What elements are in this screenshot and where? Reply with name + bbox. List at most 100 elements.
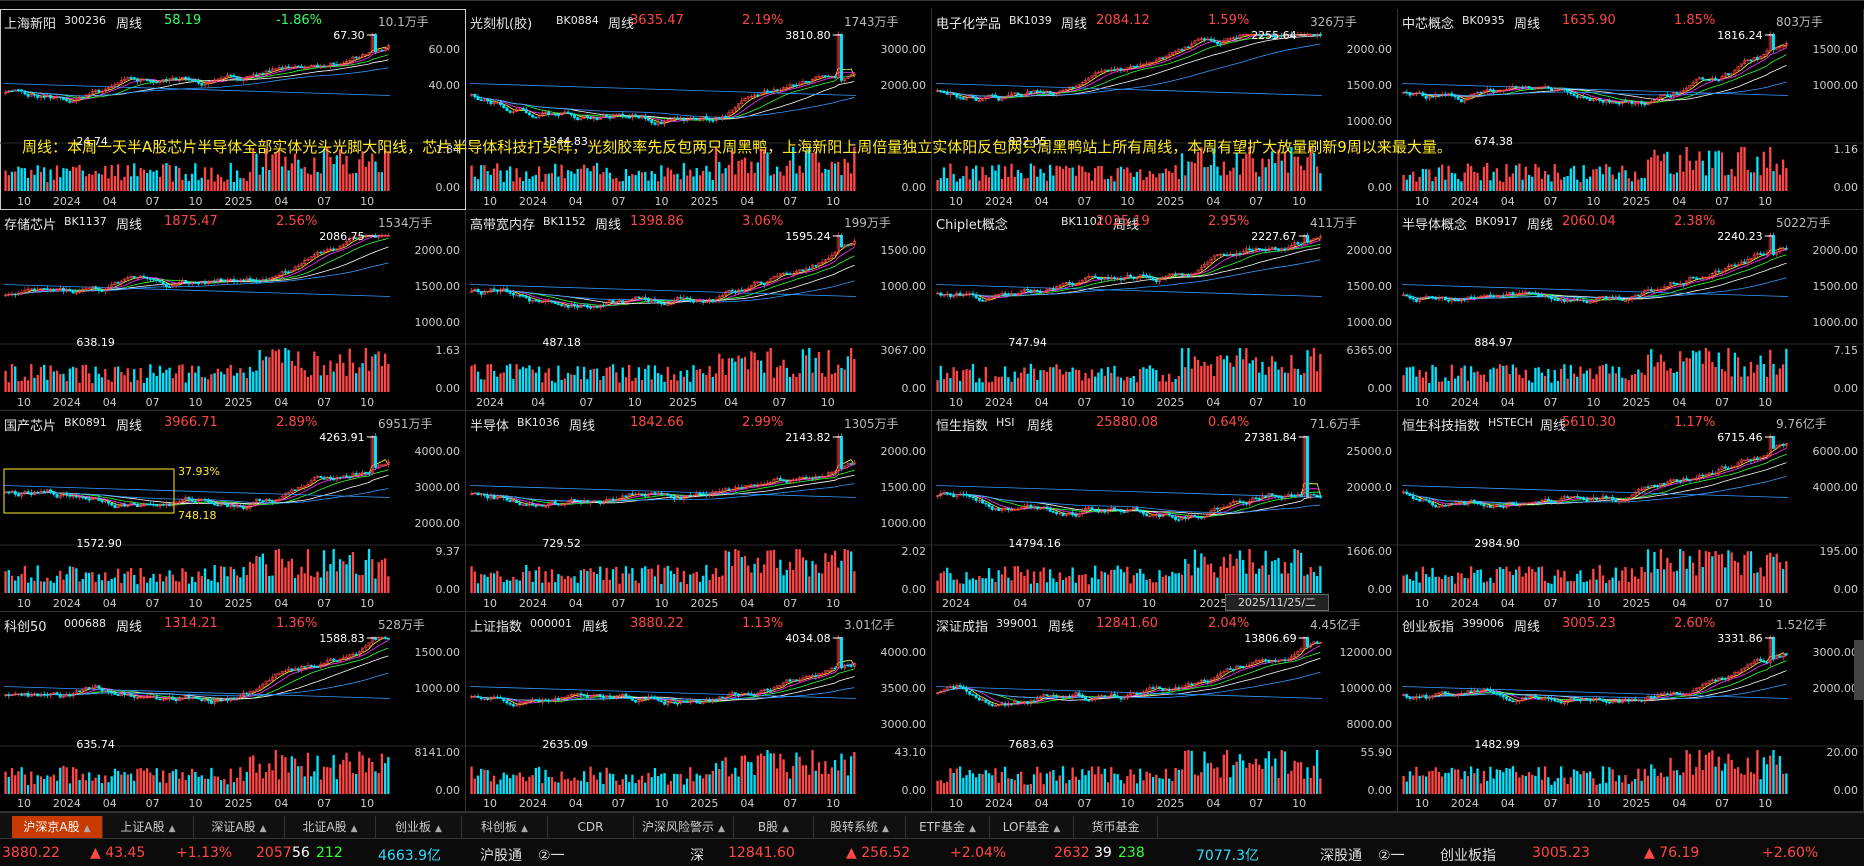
- volume-bar: [1666, 557, 1669, 593]
- volume-bar: [1576, 179, 1579, 191]
- candle-body: [251, 691, 255, 693]
- volume-bar: [1566, 378, 1569, 392]
- chart-panel[interactable]: Chiplet概念 BK1101 周线 2025.19 2.95% 411万手 2227.6…: [932, 210, 1398, 411]
- volume-bar: [772, 377, 776, 392]
- chart-panel[interactable]: 高带宽内存 BK1152 周线 1398.86 3.06% 199万手 1595.24 487…: [466, 210, 932, 411]
- kline-chart[interactable]: 4263.911572.904000.003000.002000.009.370…: [0, 411, 466, 612]
- volume-bar: [483, 165, 486, 191]
- candle-body: [1203, 264, 1206, 268]
- kline-chart[interactable]: 2086.75638.192000.001500.001000.001.630.…: [0, 210, 466, 411]
- candle-body: [1228, 37, 1232, 40]
- candle-body: [1129, 65, 1133, 69]
- candle-body: [1067, 282, 1071, 284]
- volume-bar: [1119, 377, 1123, 392]
- candle-body: [727, 112, 731, 117]
- candle-body: [1739, 261, 1743, 265]
- candle-body: [161, 79, 165, 82]
- candle-body: [1100, 509, 1104, 513]
- chart-panel[interactable]: 半导体 BK1036 周线 1842.66 2.99% 1305万手 2143.82 729.…: [466, 411, 932, 612]
- candle-body: [248, 504, 252, 509]
- candle-body: [1215, 41, 1219, 45]
- candle-body: [1026, 288, 1030, 291]
- candle-body: [782, 87, 786, 91]
- volume-bar: [962, 370, 965, 392]
- volume-bar: [245, 181, 248, 191]
- volume-bar: [1261, 158, 1264, 191]
- volume-bar: [255, 153, 258, 191]
- chart-panel[interactable]: 国产芯片 BK0891 周线 3966.71 2.89% 6951万手 4263.91 157…: [0, 411, 466, 612]
- chart-panel[interactable]: 恒生科技指数 HSTECH 周线 5610.30 1.17% 9.76亿手 6715.46 2…: [1398, 411, 1864, 612]
- volume-bar: [952, 579, 955, 593]
- volume-bar: [165, 163, 168, 191]
- candle-body: [695, 118, 699, 120]
- kline-chart[interactable]: 2240.23884.972000.001500.001000.007.150.…: [1398, 210, 1864, 411]
- chart-panel[interactable]: 中芯概念 BK0935 周线 1635.90 1.85% 803万手 1816.24 674.…: [1398, 9, 1864, 210]
- x-axis-tick: 10: [360, 195, 374, 208]
- x-axis-tick: 10: [628, 396, 642, 409]
- volume-bar: [316, 356, 319, 392]
- candle-body: [1273, 247, 1277, 250]
- kline-chart[interactable]: 2143.82729.522000.001500.001000.002.020.…: [466, 411, 932, 612]
- volume-bar: [1466, 578, 1470, 593]
- chart-panel[interactable]: 上海新阳 300236 周线 58.19 -1.86% 10.1万手 67.30 24.74 6…: [0, 9, 466, 210]
- chart-panel[interactable]: 恒生指数 HSI 周线 25880.08 0.64% 71.6万手 27381.84 1479…: [932, 411, 1398, 612]
- volume-bar: [727, 164, 731, 191]
- candle-body: [271, 68, 274, 72]
- candle-body: [142, 275, 146, 278]
- candle-body: [1010, 509, 1013, 512]
- volume-bar: [991, 165, 994, 191]
- candle-body: [798, 477, 802, 480]
- kline-chart[interactable]: 27381.8414794.1625000.020000.01606.000.0…: [932, 411, 1398, 612]
- volume-bar: [1701, 363, 1704, 392]
- kline-chart[interactable]: 1588.83635.741500.001000.008141.000.0010…: [0, 612, 466, 812]
- volume-bar: [1736, 152, 1740, 191]
- volume-bar: [496, 163, 499, 191]
- candle-body: [1517, 504, 1521, 507]
- candle-body: [965, 493, 968, 496]
- volume-bar: [178, 581, 181, 593]
- y-axis-tick: 2000.00: [1813, 244, 1859, 257]
- chart-panel[interactable]: 半导体概念 BK0917 周线 2060.04 2.38% 5022万手 2240.23 88…: [1398, 210, 1864, 411]
- chart-panel[interactable]: 电子化学品 BK1039 周线 2084.12 1.59% 326万手 2255.64 832…: [932, 9, 1398, 210]
- candle-body: [476, 492, 480, 495]
- candle-body: [1096, 277, 1100, 279]
- volume-bar: [1087, 172, 1090, 191]
- candle-body: [1209, 510, 1213, 515]
- volume-bar: [788, 561, 792, 593]
- candle-body: [1228, 253, 1232, 257]
- volume-bar: [1248, 147, 1251, 191]
- candle-body: [1151, 514, 1155, 517]
- candle-body: [1524, 86, 1528, 89]
- candle-body: [1254, 247, 1258, 252]
- candle-body: [560, 304, 564, 307]
- kline-chart[interactable]: 2255.64832.052000.001500.001000.000.0010…: [932, 9, 1398, 210]
- candle-body: [1730, 73, 1734, 76]
- volume-bar: [100, 580, 104, 593]
- volume-bar: [345, 155, 348, 191]
- kline-chart[interactable]: 6715.462984.906000.004000.00195.000.0010…: [1398, 411, 1864, 612]
- kline-chart[interactable]: 1595.24487.181500.001000.003067.000.0020…: [466, 210, 932, 411]
- candle-body: [42, 694, 46, 696]
- volume-bar: [7, 777, 10, 794]
- volume-bar: [747, 369, 750, 392]
- volume-bar: [97, 574, 100, 593]
- chart-panel[interactable]: 存储芯片 BK1137 周线 1875.47 2.56% 1534万手 2086.75 638…: [0, 210, 466, 411]
- panel-header: 恒生指数 HSI 周线 25880.08 0.64% 71.6万手: [936, 415, 1393, 434]
- volume-bar: [1254, 573, 1258, 593]
- moving-average-line: [937, 33, 1321, 100]
- volume-bar: [1122, 380, 1126, 392]
- volume-bar: [669, 169, 673, 191]
- chart-panel[interactable]: 科创50 000688 周线 1314.21 1.36% 528万手 1588.83 635.…: [0, 612, 466, 812]
- candle-body: [843, 465, 847, 469]
- candle-body: [26, 693, 30, 697]
- volume-bar: [1753, 372, 1756, 392]
- volume-bar: [26, 582, 30, 593]
- candle-body: [129, 502, 133, 506]
- candle-body: [10, 694, 14, 696]
- chart-panel[interactable]: 光刻机(胶) BK0884 周线 3635.47 2.19% 1743万手 3810.80 1…: [466, 9, 932, 210]
- candle-body: [1784, 43, 1788, 46]
- kline-chart[interactable]: 2227.67747.942000.001500.001000.006365.0…: [932, 210, 1398, 411]
